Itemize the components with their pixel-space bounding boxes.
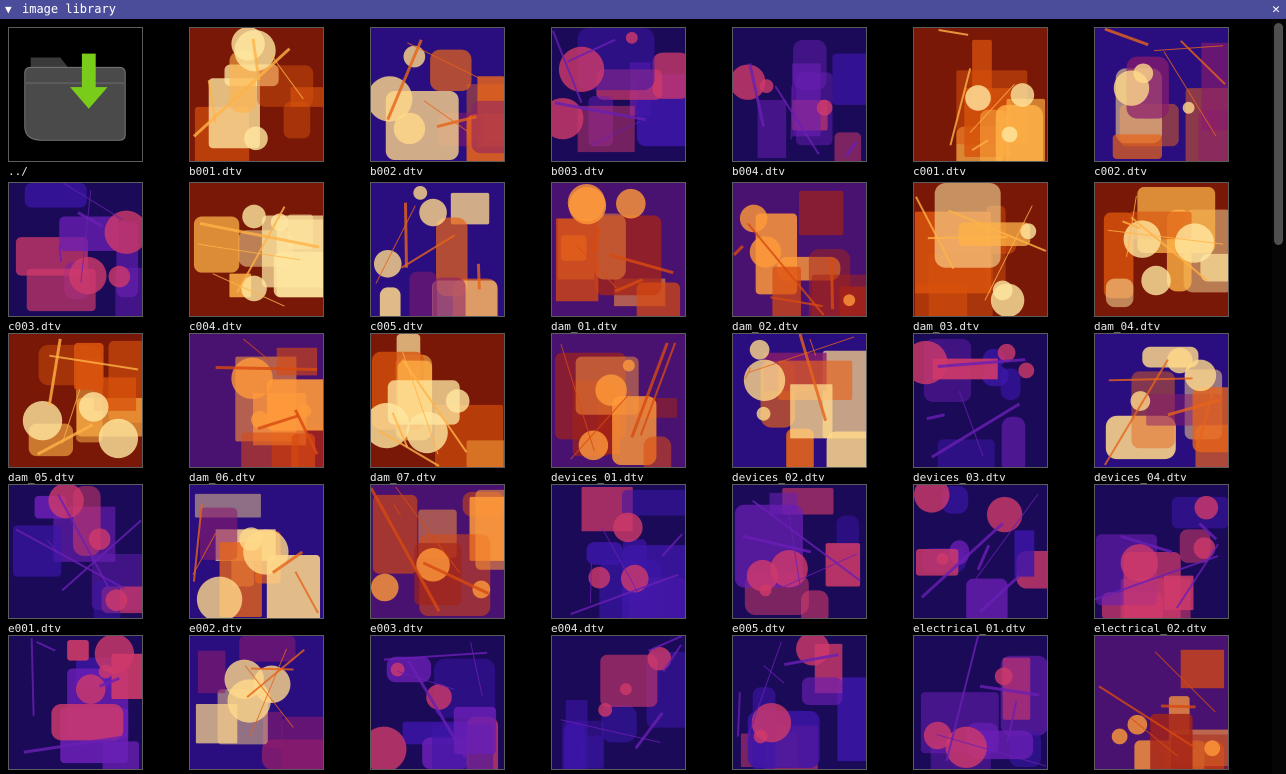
item-label: e002.dtv	[189, 622, 242, 635]
item-label: c002.dtv	[1094, 165, 1147, 178]
item-label: devices_02.dtv	[732, 471, 825, 484]
item-label: devices_04.dtv	[1094, 471, 1187, 484]
thermal-thumbnail[interactable]	[551, 182, 686, 317]
item-label: ../	[8, 165, 28, 178]
thermal-thumbnail[interactable]	[732, 484, 867, 619]
thermal-thumbnail[interactable]	[189, 484, 324, 619]
item-label: dam_02.dtv	[732, 320, 799, 333]
thermal-thumbnail[interactable]	[1094, 182, 1229, 317]
item-label: c005.dtv	[370, 320, 423, 333]
thermal-thumbnail[interactable]	[1094, 333, 1229, 468]
item-label: dam_06.dtv	[189, 471, 256, 484]
item-label: e005.dtv	[732, 622, 785, 635]
folder-download-icon[interactable]	[8, 27, 143, 162]
thermal-thumbnail[interactable]	[1094, 27, 1229, 162]
item-label: b001.dtv	[189, 165, 242, 178]
item-label: b004.dtv	[732, 165, 785, 178]
thermal-thumbnail[interactable]	[732, 182, 867, 317]
thermal-thumbnail[interactable]	[370, 635, 505, 770]
item-label: c003.dtv	[8, 320, 61, 333]
item-label: devices_01.dtv	[551, 471, 644, 484]
item-label: c001.dtv	[913, 165, 966, 178]
thermal-thumbnail[interactable]	[732, 635, 867, 770]
item-label: c004.dtv	[189, 320, 242, 333]
item-label: devices_03.dtv	[913, 471, 1006, 484]
item-label: dam_05.dtv	[8, 471, 75, 484]
thermal-thumbnail[interactable]	[370, 27, 505, 162]
item-label: dam_04.dtv	[1094, 320, 1161, 333]
thermal-thumbnail[interactable]	[370, 333, 505, 468]
item-label: electrical_01.dtv	[913, 622, 1026, 635]
scrollbar-thumb[interactable]	[1274, 23, 1283, 245]
thermal-thumbnail[interactable]	[551, 484, 686, 619]
triangle-down-icon[interactable]: ▼	[5, 3, 12, 16]
vertical-scrollbar[interactable]	[1272, 19, 1286, 774]
thermal-thumbnail[interactable]	[913, 333, 1048, 468]
thermal-thumbnail[interactable]	[551, 27, 686, 162]
item-label: dam_03.dtv	[913, 320, 980, 333]
thermal-thumbnail[interactable]	[1094, 635, 1229, 770]
item-label: dam_07.dtv	[370, 471, 437, 484]
item-label: e001.dtv	[8, 622, 61, 635]
thermal-thumbnail[interactable]	[8, 182, 143, 317]
thermal-thumbnail[interactable]	[913, 635, 1048, 770]
thermal-thumbnail[interactable]	[189, 182, 324, 317]
thermal-thumbnail[interactable]	[913, 182, 1048, 317]
thermal-thumbnail[interactable]	[8, 484, 143, 619]
item-label: b003.dtv	[551, 165, 604, 178]
thermal-thumbnail[interactable]	[732, 333, 867, 468]
thermal-thumbnail[interactable]	[551, 635, 686, 770]
thermal-thumbnail[interactable]	[8, 333, 143, 468]
item-label: b002.dtv	[370, 165, 423, 178]
thermal-thumbnail[interactable]	[189, 333, 324, 468]
image-grid: ../ b001.dtv b002.dtv b003.dtv b004.dtv c001.…	[0, 19, 1272, 774]
item-label: dam_01.dtv	[551, 320, 618, 333]
close-icon[interactable]: ✕	[1272, 2, 1280, 17]
thermal-thumbnail[interactable]	[189, 635, 324, 770]
thermal-thumbnail[interactable]	[8, 635, 143, 770]
thermal-thumbnail[interactable]	[370, 182, 505, 317]
thermal-thumbnail[interactable]	[189, 27, 324, 162]
item-label: electrical_02.dtv	[1094, 622, 1207, 635]
item-label: e003.dtv	[370, 622, 423, 635]
thermal-thumbnail[interactable]	[551, 333, 686, 468]
thermal-thumbnail[interactable]	[732, 27, 867, 162]
thermal-thumbnail[interactable]	[370, 484, 505, 619]
thermal-thumbnail[interactable]	[1094, 484, 1229, 619]
item-label: e004.dtv	[551, 622, 604, 635]
thermal-thumbnail[interactable]	[913, 484, 1048, 619]
window-title: image library	[22, 2, 116, 16]
thermal-thumbnail[interactable]	[913, 27, 1048, 162]
window-titlebar[interactable]: ▼ image library ✕	[0, 0, 1286, 19]
